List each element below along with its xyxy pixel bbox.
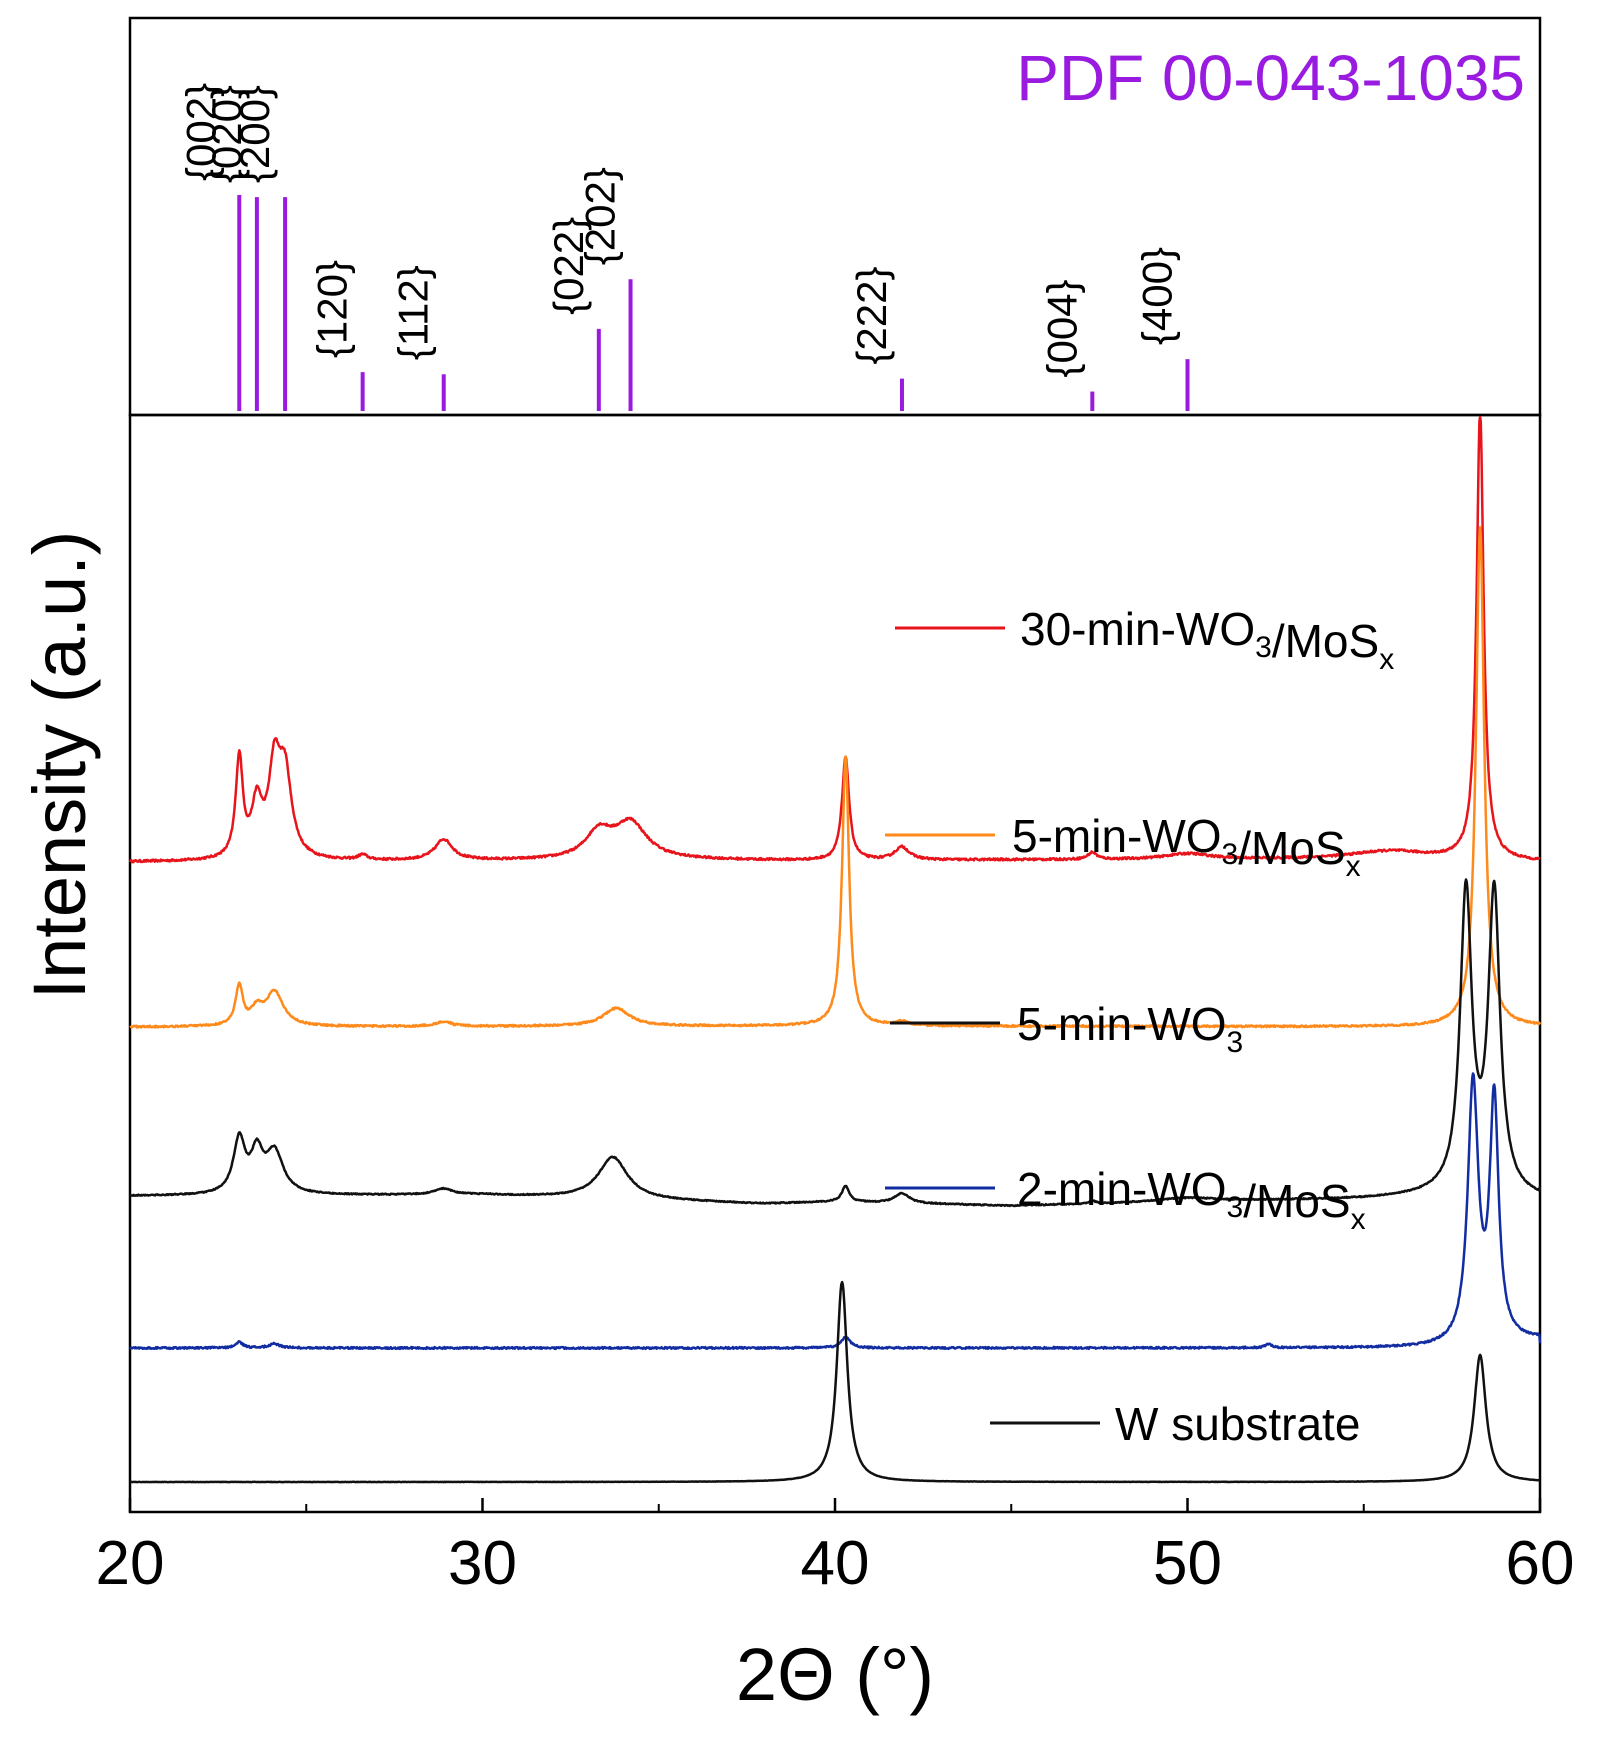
legend-label-subscript: 3	[1255, 631, 1272, 664]
y-axis-label: Intensity (a.u.)	[18, 531, 101, 1000]
reference-peak-hkl-label: {004}	[1038, 279, 1085, 377]
x-axis: 20 30 40 50 60	[96, 1498, 1575, 1598]
diffraction-panel: 30-min-WO3/MoSx5-min-WO3/MoSx5-min-WO32-…	[128, 413, 1542, 1514]
legend-label-subscript: x	[1351, 1203, 1366, 1236]
reference-peak-hkl-label: {202}	[577, 167, 624, 265]
legend-label-text: /MoS	[1272, 615, 1379, 667]
reference-peak-hkl-label: {022}	[545, 217, 592, 315]
reference-peak-hkl-label: {400}	[1134, 247, 1181, 345]
legend-label: W substrate	[1115, 1398, 1360, 1450]
x-tick-label: 40	[801, 1529, 870, 1598]
legend-label-text: 30-min-WO	[1020, 603, 1255, 655]
legend-label-text: W substrate	[1115, 1398, 1360, 1450]
reference-peak-hkl-label: {222}	[848, 266, 895, 364]
legend-label-text: 5-min-WO	[1017, 998, 1227, 1050]
legend-label: 30-min-WO3/MoSx	[1020, 603, 1394, 676]
legend-label-subscript: x	[1346, 850, 1361, 883]
legend-label-subscript: 3	[1227, 1191, 1244, 1224]
reference-peak-hkl-label: {002}	[177, 83, 224, 181]
legend-label-subscript: 3	[1222, 838, 1239, 871]
reference-peak-hkl-label: {112}	[390, 265, 437, 360]
legend-label-subscript: x	[1379, 643, 1394, 676]
legend-label-text: 5-min-WO	[1012, 810, 1222, 862]
legend-label: 5-min-WO3	[1017, 998, 1243, 1059]
x-tick-label: 60	[1506, 1529, 1575, 1598]
legend-label-text: /MoS	[1238, 822, 1345, 874]
reference-peak-hkl-label: {020}	[203, 85, 250, 183]
series-line	[129, 526, 1542, 1029]
reference-peak-group: {002}{020}{200} {120} {112} {022}{202} {222}…	[177, 83, 1190, 411]
x-tick-label: 50	[1153, 1529, 1222, 1598]
x-tick-label: 30	[448, 1529, 517, 1598]
reference-peak-hkl-label: {120}	[309, 260, 356, 358]
x-tick-label: 20	[96, 1529, 165, 1598]
series-line	[128, 415, 1541, 864]
series-line	[129, 878, 1542, 1208]
legend-label-text: 2-min-WO	[1017, 1163, 1227, 1215]
trace-group	[128, 415, 1542, 1484]
series-line	[129, 1280, 1541, 1484]
legend-label: 2-min-WO3/MoSx	[1017, 1163, 1366, 1236]
legend-label-text: /MoS	[1243, 1175, 1350, 1227]
legend: 30-min-WO3/MoSx5-min-WO3/MoSx5-min-WO32-…	[885, 603, 1394, 1450]
reference-pattern-panel: PDF 00-043-1035 {002}{020}{200} {120} {112…	[128, 16, 1542, 417]
reference-peak-hkl-label: {200}	[231, 85, 278, 183]
reference-pattern-label: PDF 00-043-1035	[1016, 42, 1525, 114]
legend-label-subscript: 3	[1227, 1026, 1244, 1059]
x-axis-label: 2Θ (°)	[736, 1633, 934, 1716]
series-line	[129, 1072, 1542, 1351]
legend-label: 5-min-WO3/MoSx	[1012, 810, 1361, 883]
